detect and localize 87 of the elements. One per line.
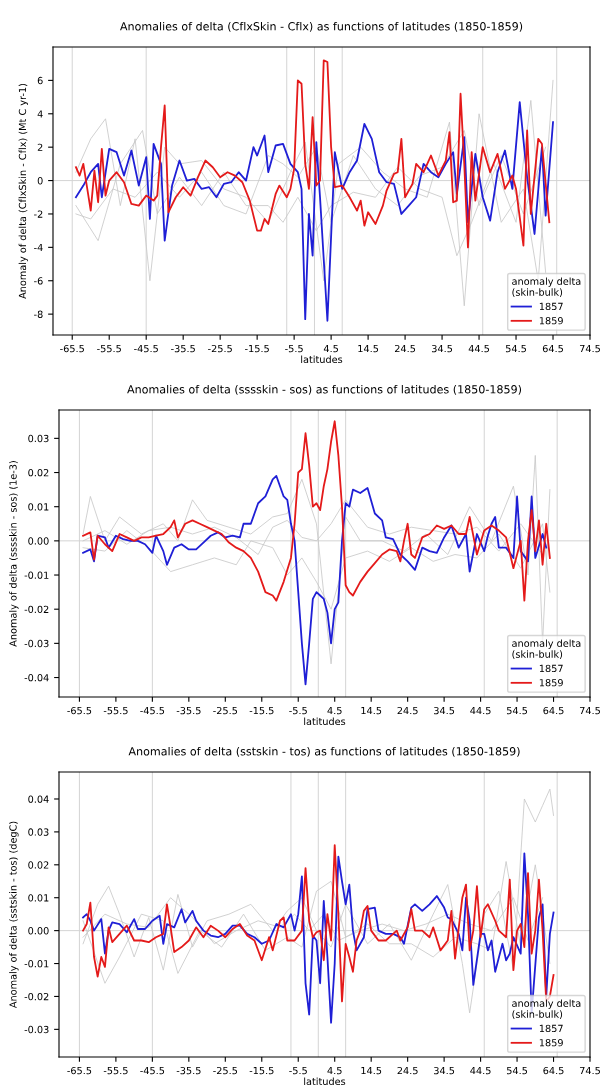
x-tick-label: -65.5 <box>67 1066 92 1075</box>
x-tick-label: 64.5 <box>543 706 564 715</box>
y-tick-label: -0.02 <box>24 992 49 1001</box>
legend-label: 1859 <box>539 1039 563 1047</box>
x-tick-label: -55.5 <box>97 345 121 353</box>
x-tick-label: 74.5 <box>579 345 600 353</box>
y-tick-label: -0.02 <box>24 605 49 614</box>
x-tick-label: -45.5 <box>134 345 158 353</box>
y-axis-title: Anomaly of delta (CflxSkin - Cflx) (Mt C yr-1) <box>18 83 29 299</box>
y-tick-label: -8 <box>34 310 43 318</box>
y-tick-label: 4 <box>37 110 43 118</box>
x-tick-label: 14.5 <box>361 1067 382 1075</box>
x-tick-label: -35.5 <box>176 1066 201 1075</box>
y-tick-label: -0.01 <box>24 571 49 579</box>
x-tick-label: 14.5 <box>361 707 382 715</box>
y-tick-label: -0.03 <box>24 639 49 648</box>
legend-label: 1859 <box>539 317 563 325</box>
legend-title: anomaly delta (skin-bulk) <box>512 639 581 659</box>
x-tick-label: -25.5 <box>213 706 238 715</box>
x-tick-label: 74.5 <box>579 707 600 715</box>
x-tick-label: 4.5 <box>327 1067 342 1075</box>
x-tick-label: 34.5 <box>434 706 455 715</box>
legend-label: 1859 <box>539 679 563 687</box>
y-tick-label: -0.04 <box>24 674 49 682</box>
x-tick-label: 64.5 <box>543 1066 564 1075</box>
y-tick-label: -6 <box>34 277 43 285</box>
y-tick-label: -0.03 <box>24 1025 49 1034</box>
y-tick-label: 0.02 <box>28 469 49 477</box>
legend-title: anomaly delta (skin-bulk) <box>512 999 581 1019</box>
y-tick-label: -0.01 <box>24 960 49 968</box>
x-tick-label: 44.5 <box>470 707 491 715</box>
x-tick-label: -5.5 <box>289 1067 307 1075</box>
y-tick-label: -4 <box>34 243 43 252</box>
x-tick-label: -15.5 <box>249 707 274 715</box>
y-tick-label: 0.03 <box>28 828 49 836</box>
x-tick-label: -35.5 <box>176 706 201 715</box>
y-tick-label: 2 <box>37 143 43 151</box>
legend-label: 1857 <box>539 1024 563 1033</box>
x-tick-label: 44.5 <box>468 345 490 353</box>
x-axis-title: latitudes <box>304 1077 346 1086</box>
x-tick-label: 34.5 <box>434 1066 455 1075</box>
x-tick-label: 44.5 <box>470 1067 491 1075</box>
x-tick-label: 14.5 <box>358 345 379 353</box>
y-tick-label: 6 <box>37 76 43 85</box>
x-tick-label: -5.5 <box>289 707 307 715</box>
y-tick-label: -2 <box>34 210 43 218</box>
x-tick-label: -65.5 <box>60 344 84 353</box>
legend-label: 1857 <box>539 664 563 673</box>
y-tick-label: 0.03 <box>28 434 49 443</box>
x-tick-label: -35.5 <box>171 344 195 353</box>
x-tick-label: -45.5 <box>140 1067 165 1075</box>
legend-title: anomaly delta (skin-bulk) <box>512 277 581 297</box>
y-axis-title: Anomaly of delta (sssskin - sos) (1e-3) <box>9 461 19 647</box>
x-tick-label: -55.5 <box>103 1067 128 1075</box>
x-tick-label: -55.5 <box>103 707 128 715</box>
y-tick-label: 0.01 <box>28 503 49 511</box>
chart-title: Anomalies of delta (sstskin - tos) as functions of latitudes (1850-1859) <box>128 746 520 757</box>
x-tick-label: -15.5 <box>249 1067 274 1075</box>
chart-title: Anomalies of delta (CflxSkin - Cflx) as functions of latitudes (1850-1859) <box>120 21 523 32</box>
x-tick-label: 24.5 <box>397 1066 418 1075</box>
chart-title: Anomalies of delta (sssskin - sos) as functions of latitudes (1850-1859) <box>127 384 522 395</box>
x-tick-label: 4.5 <box>323 345 338 353</box>
x-tick-label: 24.5 <box>397 706 418 715</box>
x-tick-label: -65.5 <box>67 706 92 715</box>
x-tick-label: 54.5 <box>506 1067 528 1075</box>
y-tick-label: 0.04 <box>28 795 49 803</box>
x-tick-label: -15.5 <box>245 345 269 353</box>
x-tick-label: 4.5 <box>327 707 342 715</box>
y-axis-title: Anomaly of delta (sstskin - tos) (degC) <box>9 821 19 1009</box>
x-axis-title: latitudes <box>304 717 346 726</box>
x-tick-label: 54.5 <box>505 345 527 353</box>
x-tick-label: -25.5 <box>213 1066 238 1075</box>
x-tick-label: 64.5 <box>542 344 563 353</box>
x-tick-label: 54.5 <box>506 707 528 715</box>
x-tick-label: 74.5 <box>579 1067 600 1075</box>
x-tick-label: -25.5 <box>208 344 232 353</box>
x-axis-title: latitudes <box>301 355 343 364</box>
x-tick-label: -45.5 <box>140 707 165 715</box>
y-tick-label: 0.00 <box>28 927 49 935</box>
y-tick-label: 0.00 <box>28 537 49 545</box>
x-tick-label: 34.5 <box>431 344 453 353</box>
x-tick-label: 24.5 <box>394 344 416 353</box>
y-tick-label: 0.01 <box>28 894 49 902</box>
y-tick-label: 0 <box>37 177 43 185</box>
y-tick-label: 0.02 <box>28 861 49 869</box>
x-tick-label: -5.5 <box>285 345 303 353</box>
legend-label: 1857 <box>539 302 563 311</box>
